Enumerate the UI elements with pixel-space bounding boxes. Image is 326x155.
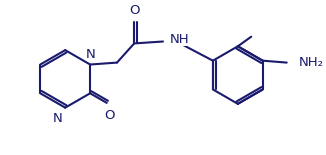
Text: NH: NH xyxy=(170,33,189,46)
Text: NH₂: NH₂ xyxy=(299,56,324,69)
Text: O: O xyxy=(129,4,140,17)
Text: N: N xyxy=(86,48,96,61)
Text: O: O xyxy=(104,109,115,122)
Text: N: N xyxy=(53,113,62,125)
